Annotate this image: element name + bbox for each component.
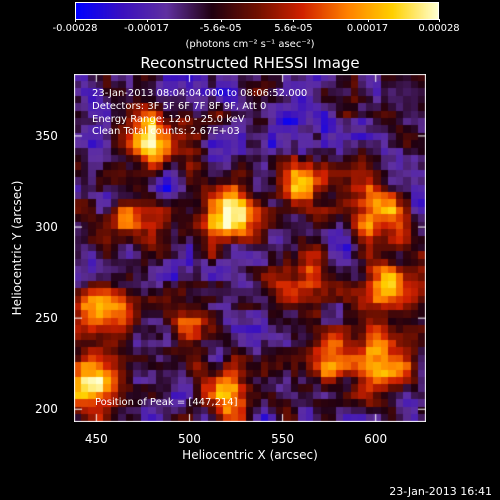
y-tick-label: 350 <box>35 128 58 143</box>
x-axis-label: Heliocentric X (arcsec) <box>182 448 318 462</box>
y-tick-label: 200 <box>35 402 58 417</box>
colorbar-tick-mark <box>75 19 76 22</box>
colorbar-units: (photons cm⁻² s⁻¹ asec⁻²) <box>185 39 315 50</box>
chart-title: Reconstructed RHESSI Image <box>140 54 360 72</box>
x-tick-label: 550 <box>271 432 295 446</box>
colorbar-tick-label: -0.00017 <box>124 23 169 34</box>
x-tick-label: 450 <box>84 432 108 446</box>
annotation-detectors: Detectors: 3F 5F 6F 7F 8F 9F, Att 0 <box>92 101 267 112</box>
annotation-clean: Clean Total counts: 2.67E+03 <box>92 126 240 137</box>
colorbar-tick-mark <box>367 19 369 22</box>
colorbar-tick-label: 0.00017 <box>346 23 389 34</box>
colorbar-tick-mark <box>220 19 222 22</box>
colorbar-tick-mark <box>293 19 295 22</box>
y-axis-label: Heliocentric Y (arcsec) <box>10 180 24 316</box>
timestamp: 23-Jan-2013 16:41 <box>389 485 492 498</box>
colorbar <box>75 2 439 20</box>
colorbar-tick-label: 0.00028 <box>418 23 460 34</box>
heatmap-image <box>74 74 426 422</box>
colorbar-tick-label: -0.00028 <box>52 23 98 34</box>
x-tick-label: 600 <box>364 432 388 446</box>
y-tick-label: 300 <box>35 220 58 235</box>
annotation-energy: Energy Range: 12.0 - 25.0 keV <box>92 114 245 125</box>
x-tick-label: 500 <box>178 432 201 446</box>
colorbar-tick-label: 5.6e-05 <box>274 23 313 34</box>
annotation-peak: Position of Peak = [447,214] <box>95 397 238 408</box>
colorbar-tick-label: -5.6e-05 <box>199 23 242 34</box>
colorbar-tick-mark <box>439 19 440 22</box>
annotation-time-range: 23-Jan-2013 08:04:04.000 to 08:06:52.000 <box>92 88 308 99</box>
colorbar-tick-mark <box>146 19 148 22</box>
y-tick-label: 250 <box>35 311 58 326</box>
